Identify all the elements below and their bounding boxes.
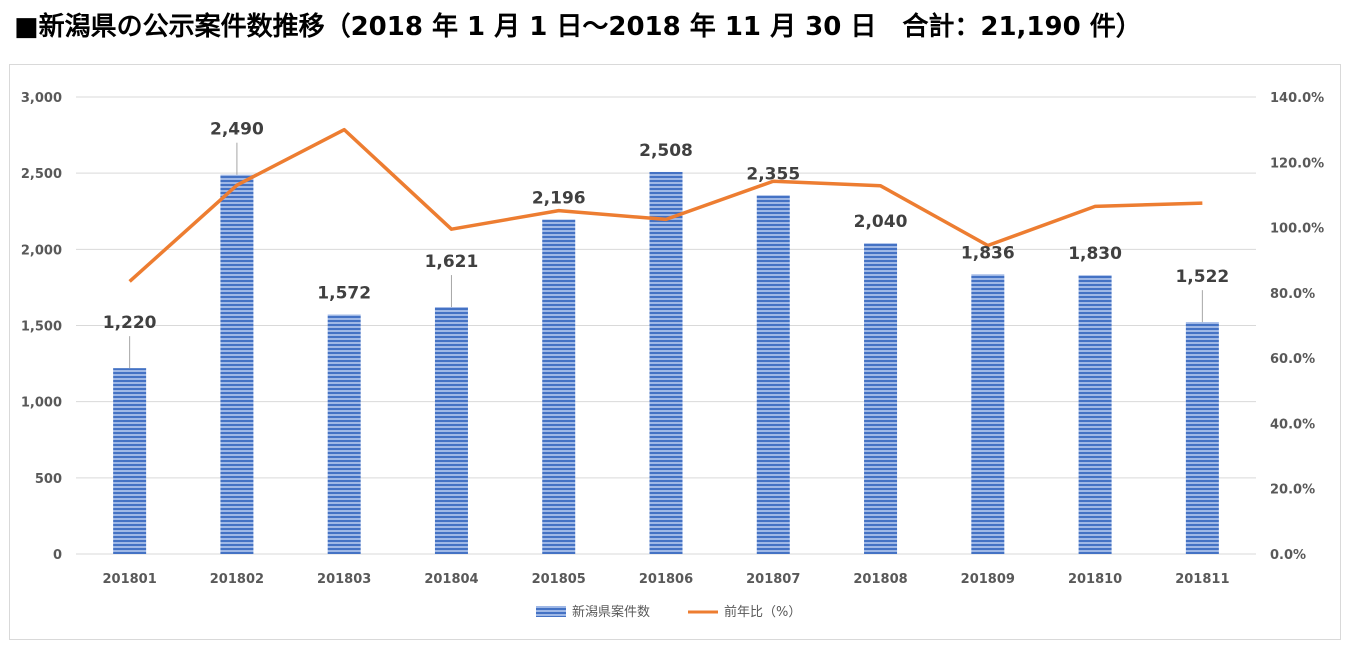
x-tick-label: 201802 — [210, 572, 264, 587]
y-left-tick-label: 500 — [35, 472, 62, 487]
y-left-tick-label: 2,000 — [21, 243, 62, 258]
x-tick-label: 201809 — [961, 572, 1015, 587]
y-left-tick-label: 2,500 — [21, 167, 62, 182]
data-label: 2,355 — [746, 164, 800, 184]
x-tick-label: 201811 — [1175, 572, 1229, 587]
bar — [327, 314, 361, 554]
data-label: 2,490 — [210, 120, 264, 140]
page-title: ■新潟県の公示案件数推移（2018 年 1 月 1 日～2018 年 11 月 … — [14, 12, 1142, 42]
x-tick-label: 201806 — [639, 572, 693, 587]
y-right-tick-label: 80.0% — [1270, 287, 1315, 302]
data-label: 1,621 — [425, 252, 479, 272]
y-left-tick-label: 1,500 — [21, 320, 62, 335]
y-right-tick-label: 60.0% — [1270, 352, 1315, 367]
y-left-tick-label: 0 — [53, 548, 62, 563]
bar — [434, 307, 468, 554]
data-label: 1,836 — [961, 243, 1015, 263]
y-right-tick-label: 40.0% — [1270, 417, 1315, 432]
bar — [220, 174, 254, 554]
x-tick-label: 201807 — [746, 572, 800, 587]
legend-label-line: 前年比（%） — [724, 604, 801, 620]
series-line — [128, 127, 1203, 283]
legend: 新潟県案件数 前年比（%） — [536, 604, 801, 620]
x-tick-label: 201805 — [532, 572, 586, 587]
bar — [971, 274, 1005, 554]
y-right-tick-label: 140.0% — [1270, 91, 1324, 106]
data-label: 2,508 — [639, 141, 693, 161]
x-tick-label: 201810 — [1068, 572, 1122, 587]
bar — [756, 195, 790, 554]
data-label: 1,220 — [103, 313, 157, 333]
y-right-tick-label: 20.0% — [1270, 483, 1315, 498]
bar — [1078, 275, 1112, 554]
data-label: 1,572 — [317, 284, 371, 304]
y-right-tick-label: 100.0% — [1270, 222, 1324, 237]
legend-label-bar: 新潟県案件数 — [572, 604, 650, 620]
x-tick-label: 201808 — [853, 572, 907, 587]
bar — [113, 368, 147, 554]
data-label: 2,040 — [854, 212, 908, 232]
y-left-tick-label: 3,000 — [21, 91, 62, 106]
x-tick-label: 201801 — [102, 572, 156, 587]
data-label: 1,830 — [1068, 244, 1122, 264]
data-label: 1,522 — [1175, 267, 1229, 287]
bar — [864, 243, 898, 555]
bar — [649, 171, 683, 554]
y-right-tick-label: 120.0% — [1270, 156, 1324, 171]
y-left-tick-label: 1,000 — [21, 396, 62, 411]
bar — [542, 219, 576, 554]
data-label: 2,196 — [532, 188, 586, 208]
y-right-tick-label: 0.0% — [1270, 548, 1306, 563]
x-tick-label: 201804 — [424, 572, 478, 587]
x-tick-label: 201803 — [317, 572, 371, 587]
bar — [1185, 322, 1219, 554]
legend-swatch-bar — [536, 606, 566, 617]
